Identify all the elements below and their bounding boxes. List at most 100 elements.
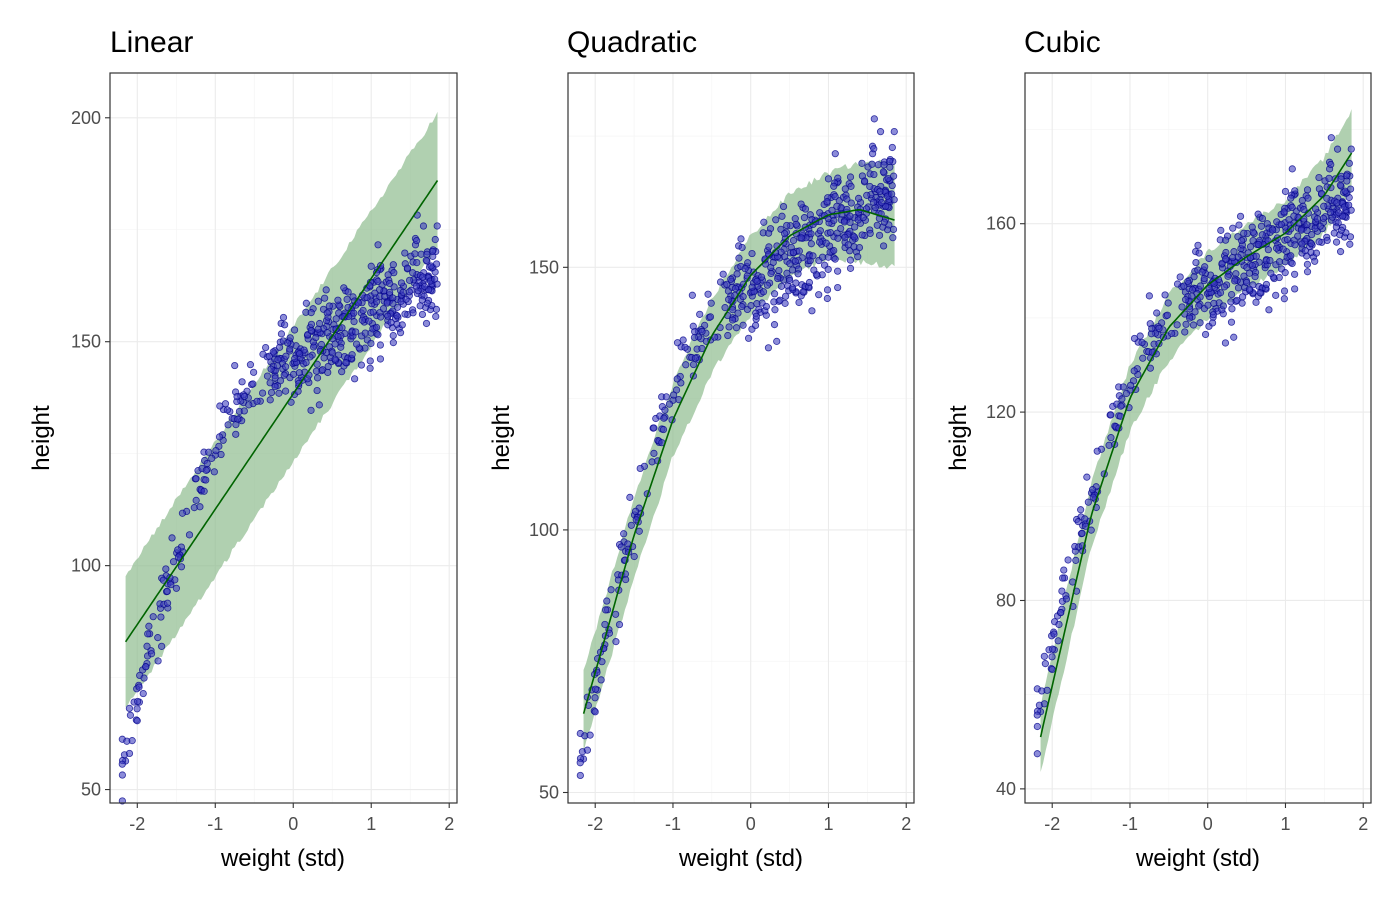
- data-point: [405, 276, 414, 284]
- data-point: [706, 313, 715, 321]
- data-point: [601, 620, 609, 629]
- data-point: [1280, 295, 1288, 303]
- data-point: [682, 361, 690, 369]
- data-point: [238, 378, 246, 386]
- data-point: [854, 253, 862, 261]
- data-point: [1173, 321, 1181, 329]
- data-point: [1346, 240, 1354, 248]
- data-point: [850, 233, 858, 241]
- data-point: [734, 309, 742, 317]
- y-axis-title: height: [488, 405, 515, 471]
- data-point: [843, 195, 851, 203]
- data-point: [834, 283, 842, 292]
- data-point: [433, 222, 441, 230]
- data-point: [1319, 214, 1328, 222]
- data-point: [1256, 289, 1264, 297]
- data-point: [1229, 224, 1237, 232]
- data-point: [1248, 223, 1256, 231]
- data-point: [1220, 283, 1229, 291]
- data-point: [1327, 160, 1335, 169]
- data-point: [1205, 254, 1213, 263]
- data-point: [281, 321, 289, 329]
- data-point: [418, 310, 427, 319]
- data-point: [879, 168, 887, 176]
- data-point: [888, 143, 896, 152]
- data-point: [196, 503, 204, 511]
- data-point: [1347, 145, 1355, 153]
- data-point: [322, 286, 330, 294]
- data-point: [1077, 506, 1085, 514]
- data-point: [795, 298, 803, 307]
- data-point: [192, 496, 200, 504]
- data-point: [1332, 223, 1340, 231]
- data-point: [1222, 248, 1230, 257]
- data-point: [833, 202, 841, 210]
- data-point: [372, 323, 381, 331]
- data-point: [307, 309, 315, 317]
- y-tick-label: 150: [71, 332, 101, 352]
- data-point: [781, 253, 789, 261]
- data-point: [757, 273, 766, 281]
- data-point: [263, 372, 272, 380]
- data-point: [266, 396, 274, 404]
- data-point: [1118, 395, 1126, 403]
- data-point: [1254, 210, 1262, 218]
- data-point: [681, 343, 689, 351]
- data-point: [771, 306, 779, 314]
- data-point: [1176, 273, 1184, 281]
- data-point: [815, 238, 824, 246]
- data-point: [841, 233, 849, 241]
- prediction-interval-ribbon: [125, 111, 438, 708]
- data-point: [1264, 246, 1272, 254]
- data-point: [168, 534, 176, 542]
- data-point: [773, 337, 781, 345]
- data-point: [858, 231, 866, 239]
- data-point: [744, 334, 753, 342]
- data-point: [142, 663, 150, 671]
- data-point: [786, 260, 794, 268]
- data-point: [673, 339, 682, 347]
- data-point: [728, 316, 737, 324]
- data-point: [351, 375, 359, 383]
- data-point: [185, 531, 194, 539]
- data-point: [1291, 241, 1299, 249]
- data-point: [1148, 324, 1156, 333]
- x-tick-label: 1: [823, 814, 833, 834]
- data-point: [603, 597, 611, 605]
- data-point: [144, 630, 152, 638]
- data-point: [886, 163, 894, 171]
- data-point: [1238, 236, 1246, 245]
- linear-panel: Linear -2 -1 0 1 2 50 100 150 200 weight (std) h…: [28, 26, 458, 872]
- data-point: [878, 198, 886, 207]
- x-tick-label: -2: [587, 814, 603, 834]
- data-point: [1300, 205, 1308, 214]
- data-point: [846, 212, 854, 220]
- data-point: [607, 586, 615, 594]
- data-point: [738, 302, 746, 311]
- data-point: [1163, 311, 1172, 319]
- data-point: [1246, 243, 1255, 251]
- data-point: [704, 290, 712, 298]
- data-point: [591, 685, 600, 693]
- data-point: [1303, 186, 1312, 194]
- data-point: [371, 289, 379, 297]
- y-tick-label: 150: [529, 257, 559, 277]
- data-point: [125, 704, 134, 712]
- data-point: [1267, 269, 1275, 277]
- data-point: [1346, 233, 1355, 241]
- data-point: [393, 312, 401, 320]
- data-point: [650, 424, 658, 432]
- data-point: [1323, 236, 1331, 245]
- data-point: [350, 318, 358, 326]
- data-point: [1178, 303, 1186, 311]
- data-point: [822, 239, 830, 247]
- data-point: [698, 327, 706, 336]
- data-point: [1265, 306, 1273, 314]
- data-point: [576, 771, 584, 780]
- panel-title: Linear: [110, 26, 193, 59]
- data-point: [760, 218, 768, 226]
- data-point: [149, 613, 157, 621]
- data-point: [1072, 556, 1080, 564]
- data-point: [411, 250, 419, 258]
- data-point: [312, 333, 320, 342]
